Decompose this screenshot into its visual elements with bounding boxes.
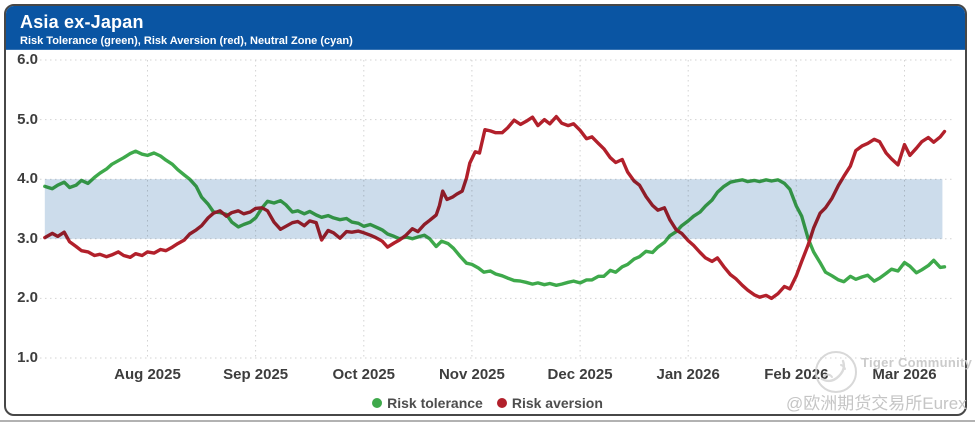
x-axis-label: Feb 2026 xyxy=(764,366,829,383)
chart-header: Asia ex-Japan Risk Tolerance (green), Ri… xyxy=(6,6,965,50)
legend-item: Risk tolerance xyxy=(372,395,483,411)
neutral-zone-band xyxy=(44,179,943,239)
x-axis-label: Aug 2025 xyxy=(114,366,181,383)
x-axis-label: Sep 2025 xyxy=(223,366,289,383)
y-axis-label: 2.0 xyxy=(17,289,38,307)
y-axis-label: 3.0 xyxy=(17,229,38,247)
y-axis-label: 1.0 xyxy=(17,349,38,366)
legend-label: Risk aversion xyxy=(511,395,603,411)
watermark-community-text: Tiger Community xyxy=(861,355,973,370)
x-axis-label: Oct 2025 xyxy=(332,366,396,383)
chart-title: Asia ex-Japan xyxy=(20,12,144,32)
chart-legend: Risk tolerance Risk aversion xyxy=(0,395,975,411)
x-axis-label: Jan 2026 xyxy=(656,366,720,383)
legend-dot-icon xyxy=(372,398,383,408)
y-axis-label: 4.0 xyxy=(17,170,38,188)
y-axis-label: 6.0 xyxy=(17,51,38,68)
legend-item: Risk aversion xyxy=(496,395,603,411)
chart-subtitle: Risk Tolerance (green), Risk Aversion (r… xyxy=(20,35,353,47)
x-axis-label: Dec 2025 xyxy=(547,366,613,383)
tiger-logo-watermark-icon xyxy=(815,351,857,393)
watermark-handle-text: @欧洲期货交易所Eurex xyxy=(786,394,967,413)
legend-dot-icon xyxy=(496,398,507,408)
legend-label: Risk tolerance xyxy=(387,395,483,411)
y-axis-label: 5.0 xyxy=(17,110,38,128)
x-axis-label: Nov 2025 xyxy=(438,366,505,383)
x-axis-label: Mar 2026 xyxy=(872,366,937,383)
bottom-divider xyxy=(0,420,975,422)
